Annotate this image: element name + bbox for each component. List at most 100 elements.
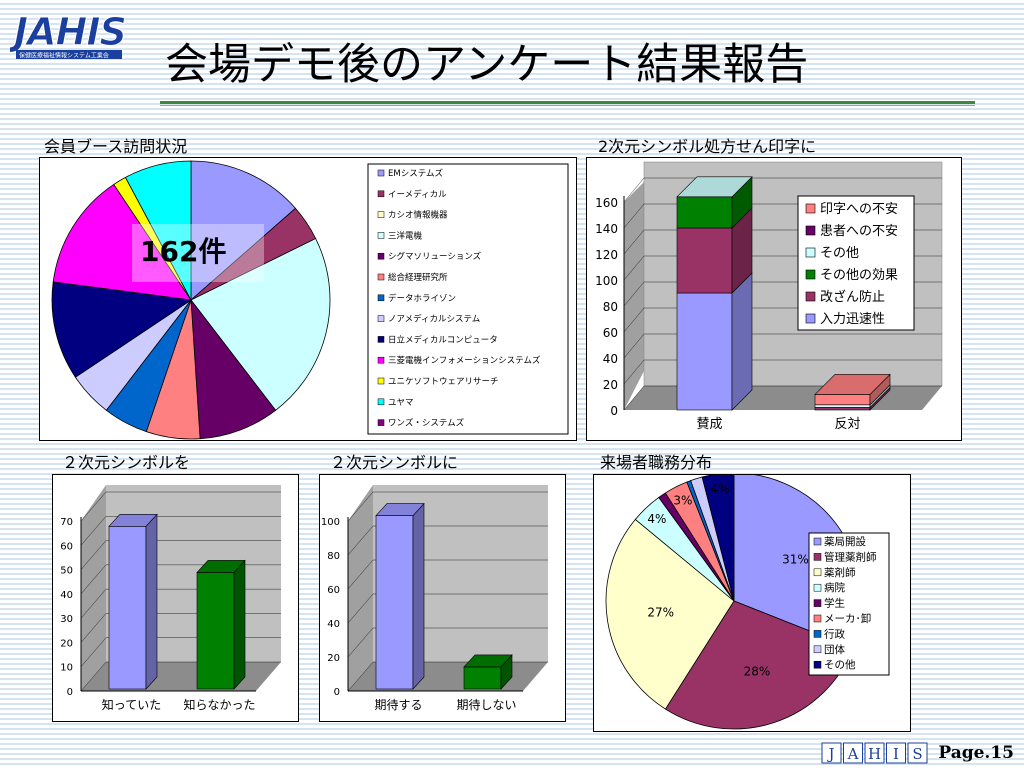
legend-swatch-8 [813,660,822,669]
legend-label-2: 薬剤師 [824,566,856,579]
legend-label-7: 団体 [824,644,845,656]
legend-label-6: 行政 [824,627,845,640]
legend-swatch-7 [813,645,822,654]
gridline-side-2 [623,333,645,359]
footer-logo-letter-0: J [826,745,834,763]
legend-label-1: 管理薬剤師 [824,550,877,563]
legend-label-12: ワンズ・システムズ [388,418,465,429]
legend-swatch-3 [377,232,385,239]
side-wall [348,485,373,691]
gridline-side-6 [623,229,645,255]
gridline-side-0 [623,385,645,411]
legend-swatch-6 [813,630,822,638]
footer-logo-cell-2 [864,742,885,764]
pie-slice-11 [124,160,192,301]
y-tick-1: 20 [603,378,618,392]
occupation-pie-chart: 31% 28% 27% 4% 3% 4% 薬局開設管理薬剤師薬剤師病院学生メーカ･卸行政団体… [605,472,890,730]
legend-box [797,195,915,331]
legend-swatch-3 [805,269,816,280]
bar-side-0 [412,502,425,690]
gridline-side-7 [623,203,645,229]
gridline-side-4 [623,281,645,307]
x-tick-0: 知っていた [102,698,161,712]
bar-1-3 [814,404,871,408]
footer-logo-cell-1 [843,742,863,764]
legend-swatch-7 [377,315,385,322]
y-tick-1: 20 [327,653,340,664]
y-tick-5: 100 [595,274,618,288]
y-tick-0: 0 [67,687,73,698]
pie-annotation: 162件 [140,235,226,268]
legend-label-2: その他 [820,246,859,261]
chart5-title: 来場者職務分布 [600,453,713,472]
logo-subtext: 保健医療福祉情報システム工業会 [19,52,109,60]
bar-0 [108,525,147,690]
bar-top-1 [814,374,891,395]
y-tick-3: 30 [60,614,73,625]
legend-label-11: ユヤマ [388,398,414,408]
bar-side-0 [145,513,158,690]
footer-logo-letter-4: S [912,745,922,763]
pie-slice-3 [190,237,331,411]
legend-box [367,163,569,435]
legend-swatch-5 [377,273,385,281]
gridline-side-5 [80,540,107,570]
legend-label-1: イーメディカル [388,189,447,200]
pie-slice-4 [190,298,277,440]
chart2-panel: 0 20 40 60 80 100 120 140 160 賛成 反対 印字への不安 患者への不安 その他… [586,157,962,441]
legend-swatch-3 [813,583,822,592]
page-number: Page.15 [938,743,1014,763]
legend-swatch-1 [377,190,385,198]
visitor-pie-chart: 162件 EMシステムズイーメディカルカシオ情報機器三洋電機シグマソリューションズ… [51,160,569,440]
legend-swatch-6 [377,294,385,302]
legend-label-9: 三菱電機インフォメーションシステムズ [388,355,541,366]
bar-0 [375,515,414,690]
gridline-side-1 [347,627,374,658]
side-wall [81,485,106,691]
legend-swatch-0 [377,169,385,177]
gridline-side-3 [623,307,645,333]
chart4-title: ２次元シンボルに [330,453,459,472]
y-tick-0: 0 [334,687,340,698]
y-tick-0: 0 [610,404,618,418]
legend-label-1: 患者への不安 [820,224,898,239]
bar-top-1 [463,654,513,668]
legend-box [808,532,890,676]
gridline-side-2 [80,613,107,643]
gridline-side-5 [347,491,374,522]
x-tick-0: 期待する [374,698,422,712]
gridline-side-0 [347,661,374,692]
pie-slice-8 [51,281,193,378]
title-rule [160,101,975,104]
bar-top-1 [196,560,246,573]
legend-swatch-9 [377,356,385,364]
legend-label-8: 日立メディカルコンピュータ [388,334,498,345]
legend-label-4: 学生 [824,597,845,610]
y-tick-8: 160 [595,196,618,210]
pie-label-8: 4% [710,482,729,496]
bar-side-1 [233,559,246,690]
y-tick-4: 80 [327,551,340,562]
gridline-side-4 [80,564,107,594]
legend-swatch-11 [377,398,385,406]
legend-label-5: 総合経理研究所 [388,272,448,283]
legend-label-5: メーカ･卸 [824,612,871,625]
legend-swatch-4 [813,599,822,607]
y-tick-6: 60 [60,541,73,552]
bar-1-1 [814,407,871,411]
y-tick-5: 50 [60,566,73,577]
pie-label-2: 27% [647,606,674,620]
x-tick-1: 知らなかった [183,698,255,712]
legend-swatch-2 [805,247,816,258]
pie-slice-9 [52,183,192,301]
legend-swatch-2 [377,211,385,218]
bar-top-0 [676,176,753,198]
legend-label-3: 病院 [824,581,845,594]
footer-logo-cell-3 [886,742,906,764]
legend-label-5: 入力迅速性 [820,312,885,327]
bar-0-0 [676,292,733,411]
stacked-bar-chart: 0 20 40 60 80 100 120 140 160 賛成 反対 印字への不安患者への不安その他… [595,161,943,432]
y-tick-3: 60 [603,326,618,340]
footer-logo-letter-3: I [893,745,899,763]
chart1-panel: 162件 EMシステムズ イーメディカル カシオ情報機器 三洋電機 シグマソリューションズ… [39,157,577,441]
